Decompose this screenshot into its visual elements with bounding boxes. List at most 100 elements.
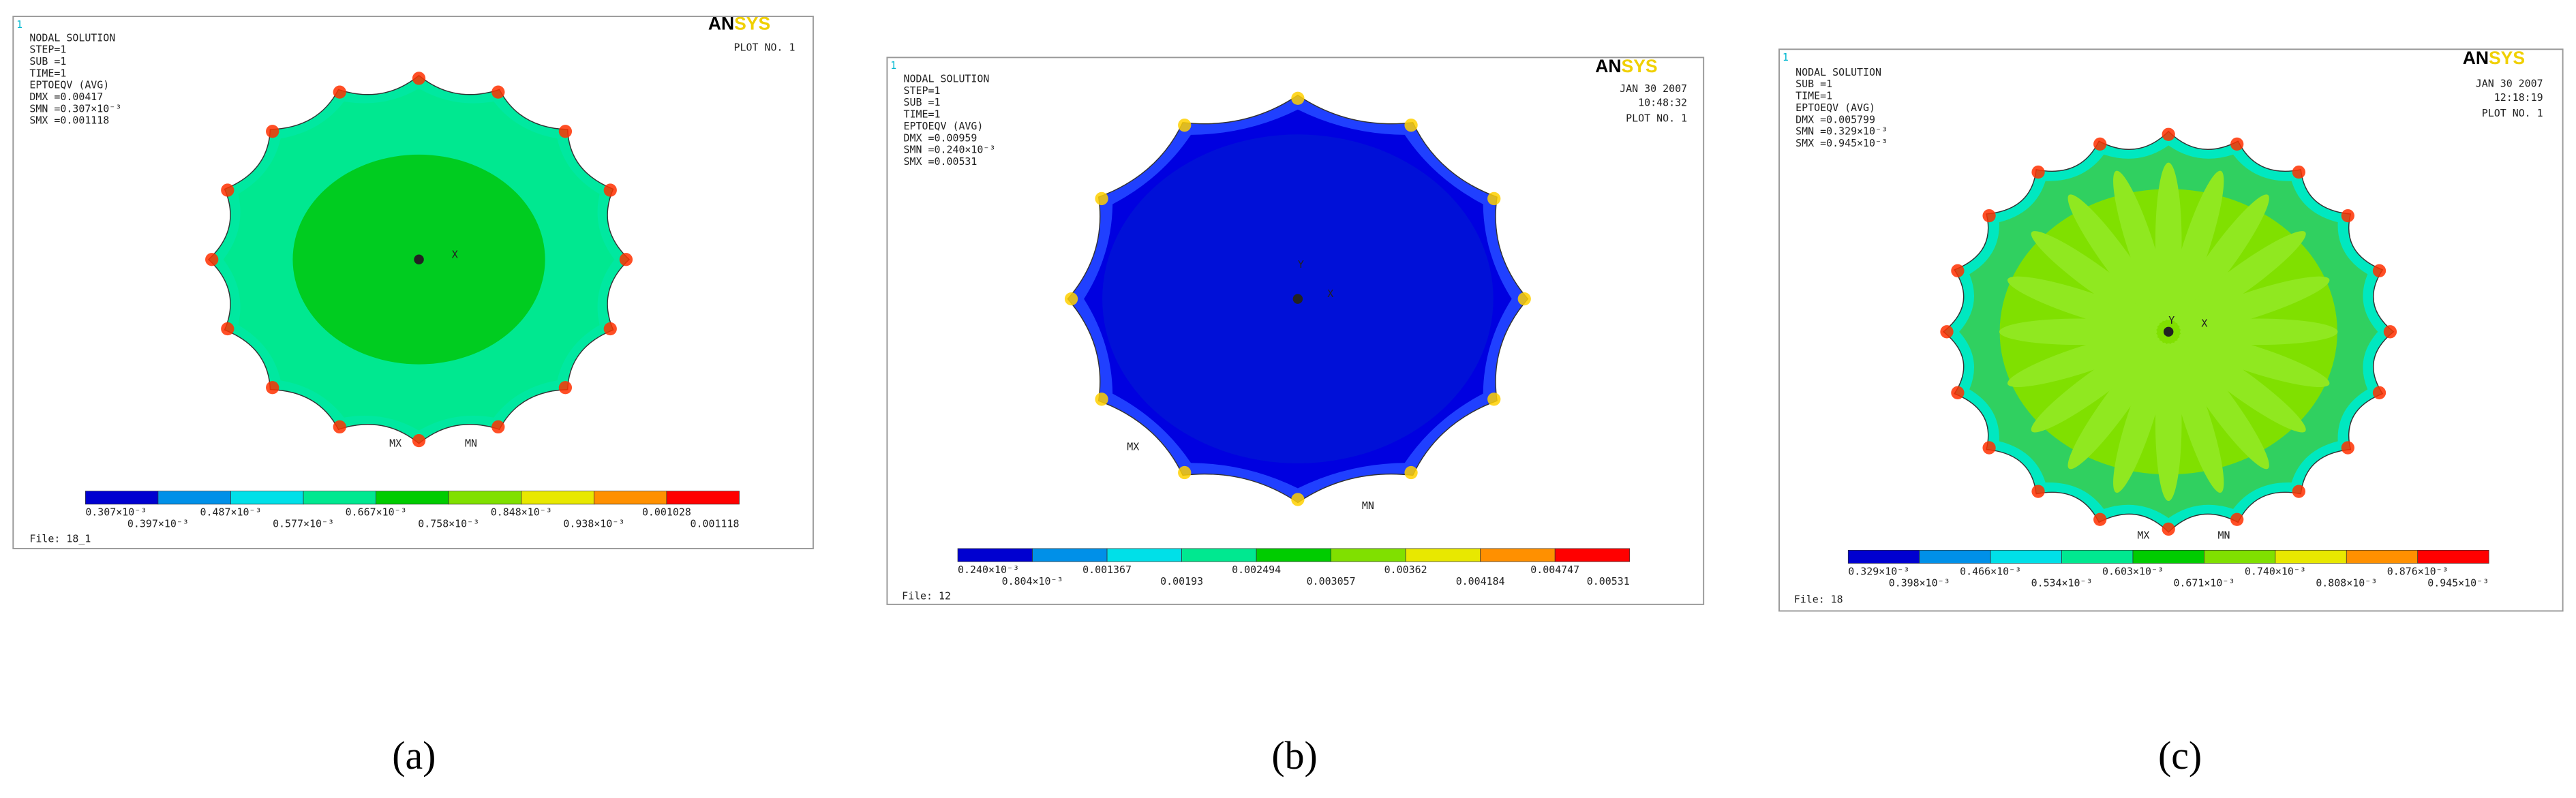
logo-part: SYS — [2489, 48, 2525, 68]
tip-hotspot — [619, 253, 633, 266]
tip-hotspot — [1064, 292, 1078, 306]
tip-hotspot — [1517, 292, 1531, 306]
header-line: STEP=1 — [903, 85, 940, 97]
legend-swatch — [1480, 548, 1556, 562]
legend-label: 0.808×10⁻³ — [2316, 577, 2377, 589]
contour-petal — [2031, 337, 2160, 433]
datetime: JAN 30 2007 — [2476, 78, 2543, 90]
panel-caption: (b) — [1271, 733, 1317, 778]
plot-number: PLOT NO. 1 — [734, 42, 795, 54]
logo-part: SYS — [1622, 56, 1658, 76]
tip-hotspot — [2341, 441, 2354, 455]
contour-petal — [2174, 194, 2269, 323]
tip-hotspot — [558, 381, 573, 395]
contour-petal — [2168, 170, 2224, 321]
header-line: DMX =0.00417 — [29, 91, 103, 103]
tip-hotspot — [603, 322, 617, 336]
legend-label: 0.534×10⁻³ — [2031, 577, 2093, 589]
ansys-logo: ANSYS — [2463, 48, 2525, 68]
tip-hotspot — [2031, 165, 2045, 179]
legend-label: 0.740×10⁻³ — [2245, 566, 2306, 578]
header-line: SMN =0.307×10⁻³ — [29, 102, 121, 114]
header-line: TIME=1 — [1795, 90, 1832, 102]
tip-hotspot — [1487, 393, 1501, 406]
tip-hotspot — [2031, 485, 2045, 498]
legend-label: 0.577×10⁻³ — [273, 518, 334, 530]
ansys-logo: ANSYS — [1595, 56, 1657, 76]
legend-swatch — [376, 491, 449, 505]
tip-hotspot — [603, 183, 617, 197]
tip-hotspot — [1487, 191, 1501, 206]
legend-swatch — [230, 491, 304, 505]
tip-hotspot — [2093, 137, 2107, 151]
legend-swatch — [2132, 549, 2204, 564]
legend-label: 0.945×10⁻³ — [2427, 577, 2489, 589]
file-name: File: 18_1 — [29, 532, 91, 544]
tip-hotspot — [1951, 386, 1965, 399]
tip-hotspot — [558, 125, 573, 138]
legend-swatch — [1331, 548, 1406, 562]
contour-petal — [2067, 194, 2164, 323]
legend-label: 0.876×10⁻³ — [2387, 566, 2449, 578]
legend-label: 0.001028 — [642, 506, 691, 519]
tip-hotspot — [333, 85, 346, 99]
logo-part: SYS — [734, 13, 770, 33]
tip-hotspot — [266, 381, 279, 395]
window-index: 1 — [1783, 51, 1789, 63]
contour-petal — [2031, 231, 2160, 326]
datetime: 10:48:32 — [1638, 96, 1687, 108]
axis-triad: X — [452, 248, 458, 260]
legend-label: 0.002494 — [1232, 564, 1281, 576]
legend-label: 0.667×10⁻³ — [346, 506, 407, 519]
extreme-marker: MN — [2217, 529, 2230, 541]
tip-hotspot — [1404, 119, 1418, 132]
header-line: EPTOEQV (AVG) — [903, 120, 983, 132]
legend-label: 0.00362 — [1384, 564, 1427, 576]
header-line: SUB =1 — [1795, 78, 1832, 90]
legend-swatch — [2346, 549, 2419, 564]
tip-hotspot — [1178, 119, 1192, 132]
legend-swatch — [1032, 548, 1108, 562]
tip-hotspot — [2230, 137, 2244, 151]
plot-number: PLOT NO. 1 — [2482, 107, 2543, 119]
tip-hotspot — [491, 420, 505, 434]
legend-label: 0.00193 — [1160, 575, 1203, 587]
contour-petal — [2168, 342, 2224, 493]
legend-label: 0.603×10⁻³ — [2102, 566, 2164, 578]
legend-swatch — [1554, 548, 1631, 562]
file-name: File: 18 — [1794, 593, 1843, 605]
tip-hotspot — [1982, 209, 1996, 223]
tip-hotspot — [221, 322, 234, 336]
origin — [1292, 294, 1303, 304]
header-line: SUB =1 — [29, 55, 66, 67]
legend-label: 0.398×10⁻³ — [1889, 577, 1950, 589]
axis-triad: X — [1327, 288, 1333, 300]
ansys-logo: ANSYS — [708, 13, 770, 33]
header-line: EPTOEQV (AVG) — [1795, 102, 1875, 114]
legend-swatch — [2061, 549, 2134, 564]
tip-hotspot — [491, 85, 505, 99]
legend-label: 0.804×10⁻³ — [1002, 575, 1063, 587]
contour-petal — [2007, 332, 2158, 387]
header-line: EPTOEQV (AVG) — [29, 79, 109, 91]
datetime: JAN 30 2007 — [1620, 82, 1687, 95]
legend-swatch — [2275, 549, 2347, 564]
legend-label: 0.758×10⁻³ — [418, 518, 479, 530]
tip-hotspot — [412, 434, 426, 448]
contour-petal — [2113, 170, 2168, 321]
legend-swatch — [1106, 548, 1182, 562]
tip-hotspot — [2162, 127, 2175, 141]
datetime: 12:18:19 — [2494, 91, 2543, 104]
contour-petal — [2007, 276, 2158, 332]
contour-petal — [2179, 276, 2330, 332]
logo-part: AN — [2463, 48, 2489, 68]
tip-hotspot — [1291, 91, 1305, 105]
legend-swatch — [1919, 549, 1991, 564]
legend-swatch — [666, 491, 740, 505]
logo-part: AN — [1595, 56, 1621, 76]
header-line: NODAL SOLUTION — [29, 31, 115, 44]
legend-label: 0.003057 — [1307, 575, 1356, 587]
plot-number: PLOT NO. 1 — [1626, 112, 1687, 124]
